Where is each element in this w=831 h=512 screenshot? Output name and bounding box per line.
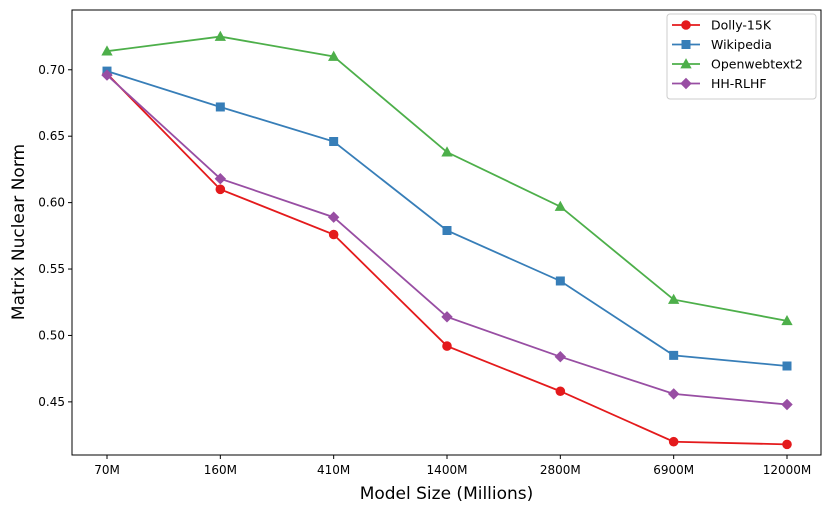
legend-marker bbox=[681, 40, 691, 49]
x-tick-label: 1400M bbox=[427, 463, 468, 477]
data-point-dolly-15k bbox=[328, 229, 339, 240]
data-point-openwebtext2 bbox=[101, 45, 113, 56]
data-point-openwebtext2 bbox=[214, 30, 226, 41]
legend-label: Dolly-15K bbox=[711, 18, 772, 33]
data-point-wikipedia bbox=[442, 226, 452, 236]
y-tick-label: 0.50 bbox=[38, 328, 65, 342]
series-line-hh-rlhf bbox=[106, 74, 788, 406]
y-tick-label: 0.60 bbox=[38, 196, 65, 210]
data-point-dolly-15k bbox=[215, 184, 226, 195]
legend-marker bbox=[681, 20, 691, 30]
x-tick-label: 410M bbox=[317, 463, 350, 477]
x-tick-label: 6900M bbox=[653, 463, 694, 477]
data-point-wikipedia bbox=[669, 350, 679, 360]
data-point-wikipedia bbox=[555, 276, 565, 286]
data-point-hh-rlhf bbox=[327, 211, 340, 223]
data-point-openwebtext2 bbox=[781, 315, 793, 326]
legend-item-openwebtext2: Openwebtext2 bbox=[672, 57, 803, 72]
data-point-hh-rlhf bbox=[554, 350, 567, 363]
data-point-openwebtext2 bbox=[554, 200, 566, 211]
series-wikipedia bbox=[102, 66, 792, 371]
legend: Dolly-15K Wikipedia Openwebtext2 HH-RLHF bbox=[666, 13, 817, 100]
x-tick-label: 12000M bbox=[763, 463, 812, 477]
series-hh-rlhf bbox=[101, 69, 793, 411]
data-point-hh-rlhf bbox=[781, 398, 793, 411]
legend-marker bbox=[680, 77, 692, 90]
y-tick-label: 0.65 bbox=[38, 129, 65, 143]
x-tick-label: 70M bbox=[94, 463, 120, 477]
y-axis-label: Matrix Nuclear Norm bbox=[9, 144, 29, 320]
data-point-dolly-15k bbox=[782, 439, 792, 450]
series-dolly-15k bbox=[102, 68, 792, 450]
x-axis-label: Model Size (Millions) bbox=[360, 484, 534, 504]
data-point-wikipedia bbox=[215, 102, 225, 112]
y-tick-label: 0.45 bbox=[38, 395, 65, 409]
legend-item-hh-rlhf: HH-RLHF bbox=[672, 76, 767, 91]
x-axis-ticks: 70M 160M 410M 1400M 2800M 6900M 12000M bbox=[94, 455, 811, 477]
y-tick-label: 0.70 bbox=[38, 63, 65, 77]
legend-label: HH-RLHF bbox=[711, 76, 767, 91]
data-point-openwebtext2 bbox=[441, 146, 453, 157]
data-point-dolly-15k bbox=[442, 341, 452, 351]
x-tick-label: 2800M bbox=[540, 463, 581, 477]
data-point-hh-rlhf bbox=[214, 172, 227, 185]
legend-frame bbox=[666, 13, 817, 100]
data-point-dolly-15k bbox=[555, 386, 566, 397]
y-tick-label: 0.55 bbox=[38, 262, 65, 276]
data-point-openwebtext2 bbox=[328, 50, 340, 61]
legend-label: Wikipedia bbox=[711, 37, 772, 52]
series-line-dolly-15k bbox=[106, 73, 788, 446]
data-point-openwebtext2 bbox=[668, 293, 680, 304]
legend-marker bbox=[680, 58, 692, 69]
legend-item-wikipedia: Wikipedia bbox=[672, 37, 772, 52]
series-openwebtext2 bbox=[101, 30, 793, 326]
data-point-wikipedia bbox=[329, 137, 339, 147]
data-point-hh-rlhf bbox=[101, 69, 113, 81]
y-axis-ticks: 0.45 0.50 0.55 0.60 0.65 0.70 bbox=[38, 63, 72, 409]
x-tick-label: 160M bbox=[204, 463, 237, 477]
data-point-dolly-15k bbox=[668, 436, 679, 447]
data-point-wikipedia bbox=[782, 361, 792, 371]
legend-label: Openwebtext2 bbox=[711, 57, 803, 72]
data-point-hh-rlhf bbox=[441, 311, 453, 323]
legend-item-dolly-15k: Dolly-15K bbox=[672, 18, 772, 33]
data-point-hh-rlhf bbox=[667, 388, 680, 400]
series-layer bbox=[101, 30, 793, 450]
